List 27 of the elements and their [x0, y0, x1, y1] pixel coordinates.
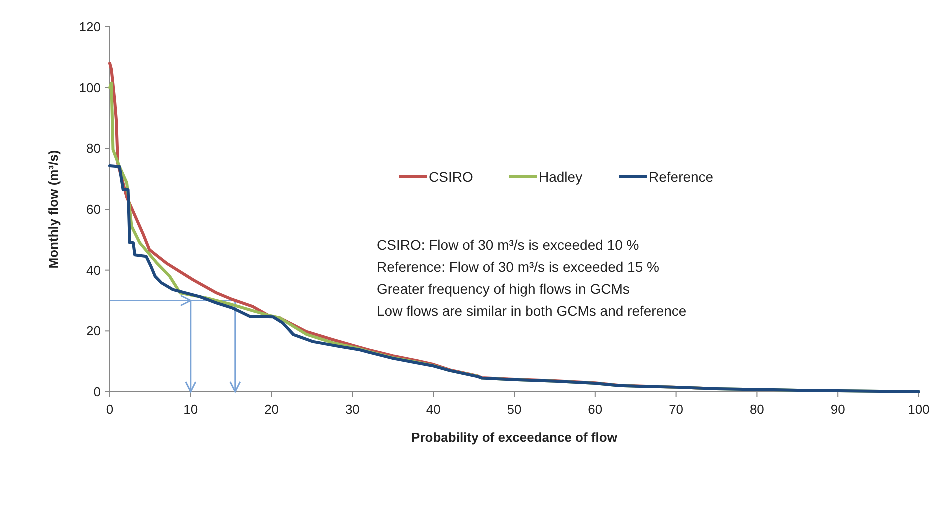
x-tick-label: 90 [830, 402, 846, 417]
x-tick-label: 30 [345, 402, 360, 417]
y-axis-title: Monthly flow (m³/s) [46, 150, 61, 269]
legend-label: Reference [649, 168, 714, 185]
annotation: CSIRO: Flow of 30 m³/s is exceeded 10 % [377, 237, 640, 253]
x-tick-label: 0 [106, 402, 114, 417]
x-axis-title: Probability of exceedance of flow [412, 430, 618, 445]
annotation: Greater frequency of high flows in GCMs [377, 281, 630, 297]
x-tick-label: 10 [184, 402, 198, 417]
y-tick-label: 100 [79, 80, 101, 96]
y-tick-label: 0 [94, 384, 101, 400]
annotation: Low flows are similar in both GCMs and reference [377, 303, 687, 319]
x-tick-label: 20 [264, 402, 280, 417]
y-tick-label: 80 [86, 141, 101, 156]
y-tick-label: 40 [86, 262, 101, 278]
y-tick-label: 20 [86, 324, 101, 339]
annotation: Reference: Flow of 30 m³/s is exceeded 15 % [377, 259, 660, 275]
y-tick-label: 120 [79, 20, 101, 35]
x-tick-label: 70 [669, 402, 684, 417]
legend-label: Hadley [539, 168, 583, 185]
legend-label: CSIRO [429, 168, 474, 185]
x-tick-label: 50 [507, 402, 522, 417]
x-tick-label: 60 [588, 402, 603, 417]
y-tick-label: 60 [86, 202, 101, 218]
x-tick-label: 40 [426, 402, 441, 417]
x-tick-label: 100 [908, 402, 930, 417]
x-tick-label: 80 [750, 402, 764, 417]
